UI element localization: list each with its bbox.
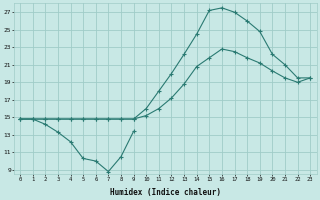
- X-axis label: Humidex (Indice chaleur): Humidex (Indice chaleur): [110, 188, 220, 197]
